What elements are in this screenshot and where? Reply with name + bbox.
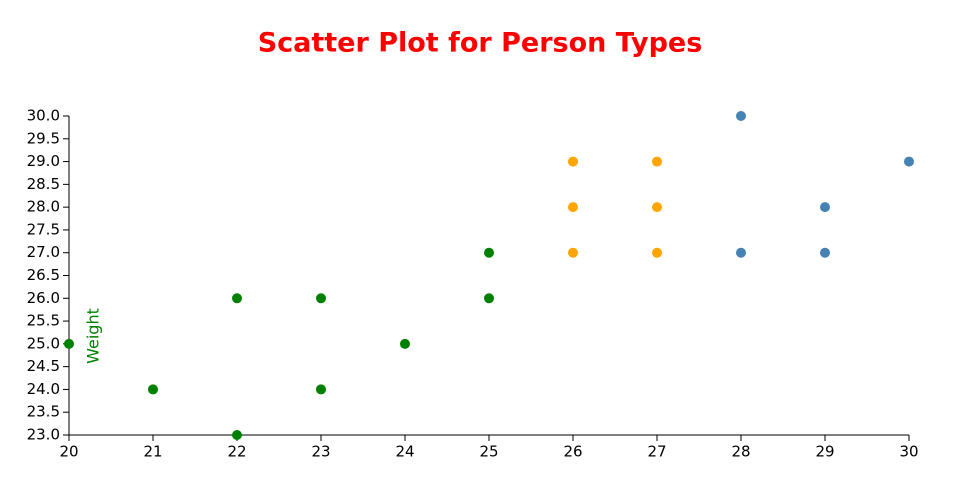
scatter-point xyxy=(568,156,578,167)
chart-title: Scatter Plot for Person Types xyxy=(258,28,703,59)
x-tick-label: 30 xyxy=(899,443,918,461)
x-tick-label: 20 xyxy=(59,443,78,461)
y-tick-label: 24.0 xyxy=(27,380,60,398)
scatter-point xyxy=(652,156,662,167)
scatter-point xyxy=(736,247,746,258)
scatter-point xyxy=(568,247,578,258)
y-tick-label: 23.0 xyxy=(27,426,60,444)
scatter-point xyxy=(316,293,326,304)
x-tick-label: 26 xyxy=(563,443,582,461)
y-tick-label: 24.5 xyxy=(27,357,60,375)
y-tick-label: 26.0 xyxy=(27,289,60,307)
scatter-point xyxy=(652,202,662,213)
y-tick-label: 29.0 xyxy=(27,152,60,170)
scatter-point xyxy=(904,156,914,167)
scatter-point xyxy=(652,247,662,258)
scatter-point xyxy=(484,247,494,258)
y-tick-label: 27.0 xyxy=(27,243,60,261)
y-tick-label: 27.5 xyxy=(27,220,60,238)
y-tick-label: 23.5 xyxy=(27,403,60,421)
scatter-point xyxy=(64,338,74,349)
x-tick-label: 24 xyxy=(395,443,414,461)
x-tick-label: 27 xyxy=(647,443,666,461)
x-tick-label: 21 xyxy=(143,443,162,461)
y-tick-label: 28.5 xyxy=(27,175,60,193)
scatter-point xyxy=(736,111,746,121)
scatter-point xyxy=(484,293,494,304)
scatter-point xyxy=(316,384,326,395)
x-tick-label: 25 xyxy=(479,443,498,461)
scatter-point xyxy=(232,430,242,440)
y-tick-label: 28.0 xyxy=(27,198,60,216)
x-tick-label: 29 xyxy=(815,443,834,461)
scatter-point xyxy=(820,202,830,213)
scatter-point xyxy=(820,247,830,258)
y-tick-label: 29.5 xyxy=(27,129,60,147)
y-tick-label: 25.0 xyxy=(27,334,60,352)
y-tick-label: 26.5 xyxy=(27,266,60,284)
x-tick-label: 28 xyxy=(731,443,750,461)
scatter-point xyxy=(148,384,158,395)
y-tick-label: 25.5 xyxy=(27,312,60,330)
y-tick-label: 30.0 xyxy=(27,107,60,125)
x-tick-label: 23 xyxy=(311,443,330,461)
scatter-point xyxy=(232,293,242,304)
y-axis-label: Weight xyxy=(84,308,103,364)
x-tick-label: 22 xyxy=(227,443,246,461)
scatter-point xyxy=(568,202,578,213)
scatter-point xyxy=(400,338,410,349)
